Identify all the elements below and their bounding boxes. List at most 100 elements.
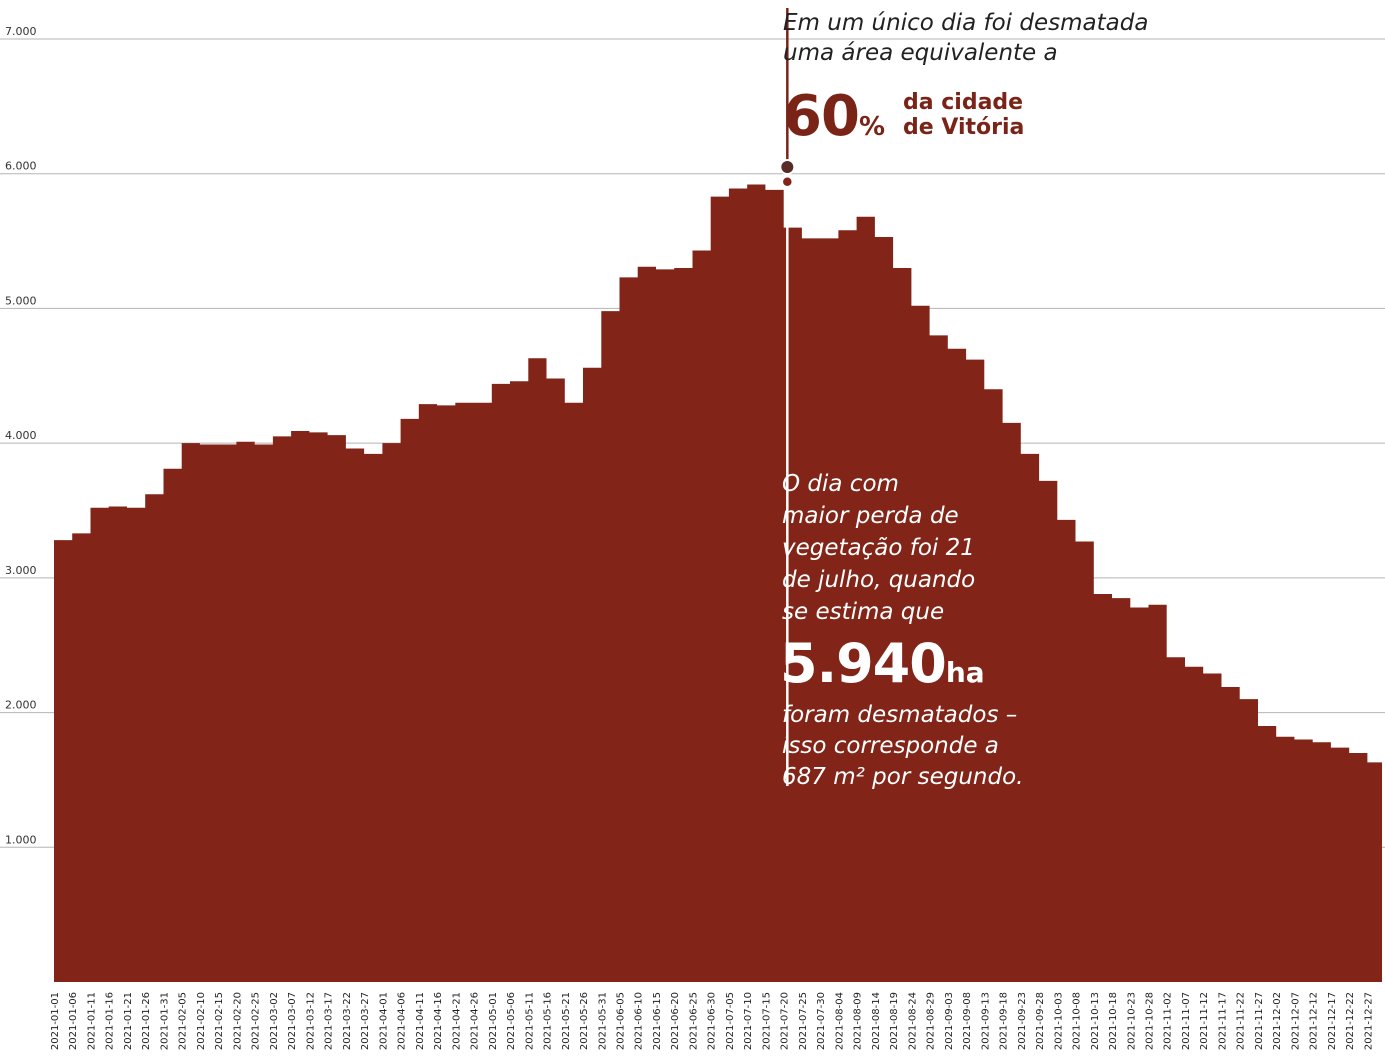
value-unit: ha (945, 656, 985, 689)
x-tick-label: 2021-05-21 (561, 992, 572, 1050)
x-tick-label: 2021-02-25 (251, 992, 262, 1050)
area-fill (54, 184, 1382, 982)
peak-marker (780, 175, 795, 189)
x-tick-label: 2021-02-20 (232, 992, 243, 1050)
x-tick-label: 2021-10-03 (1053, 992, 1064, 1050)
x-tick-label: 2021-04-11 (415, 992, 426, 1050)
x-tick-label: 2021-05-16 (543, 992, 554, 1050)
y-axis-ticks: 1.000 2.000 3.000 4.000 5.000 6.000 7.000 (5, 25, 37, 846)
x-tick-label: 2021-11-27 (1254, 992, 1265, 1050)
top-annotation-line-1: Em um único dia foi desmatada (783, 10, 1149, 36)
x-tick-label: 2021-04-01 (378, 992, 389, 1050)
leader-dot (779, 159, 796, 175)
x-tick-label: 2021-06-30 (707, 992, 718, 1050)
x-tick-label: 2021-09-03 (944, 992, 955, 1050)
x-tick-label: 2021-08-29 (926, 992, 937, 1050)
middle-annotation-line: se estima que (782, 599, 945, 625)
percent-sign: % (858, 112, 885, 142)
x-tick-label: 2021-01-26 (141, 992, 152, 1050)
middle-annotation: O dia com maior perda de vegetação foi 2… (782, 468, 1112, 628)
x-tick-label: 2021-01-21 (123, 992, 134, 1050)
x-tick-label: 2021-10-28 (1145, 992, 1156, 1050)
x-tick-label: 2021-10-08 (1072, 992, 1083, 1050)
x-tick-label: 2021-09-23 (1017, 992, 1028, 1050)
y-tick-label: 5.000 (5, 294, 37, 307)
x-tick-label: 2021-08-24 (907, 992, 918, 1050)
percent-highlight: 60% (783, 84, 885, 149)
x-tick-label: 2021-06-05 (616, 992, 627, 1050)
x-tick-label: 2021-05-11 (524, 992, 535, 1050)
x-tick-label: 2021-11-02 (1163, 992, 1174, 1050)
value-highlight: 5.940ha (780, 632, 985, 695)
y-tick-label: 7.000 (5, 25, 37, 38)
city-label-line-2: de Vitória (903, 115, 1025, 140)
x-tick-label: 2021-05-01 (488, 992, 499, 1050)
x-tick-label: 2021-10-23 (1126, 992, 1137, 1050)
x-tick-label: 2021-07-20 (780, 992, 791, 1050)
x-tick-label: 2021-09-28 (1035, 992, 1046, 1050)
x-tick-label: 2021-02-15 (214, 992, 225, 1050)
y-tick-label: 2.000 (5, 699, 37, 712)
middle-annotation-line: O dia com (782, 471, 899, 497)
x-tick-label: 2021-04-21 (451, 992, 462, 1050)
x-tick-label: 2021-12-12 (1309, 992, 1320, 1050)
x-tick-label: 2021-02-10 (196, 992, 207, 1050)
x-tick-label: 2021-08-14 (871, 992, 882, 1050)
x-tick-label: 2021-05-06 (506, 992, 517, 1050)
x-tick-label: 2021-02-05 (178, 992, 189, 1050)
y-tick-label: 6.000 (5, 160, 37, 173)
x-tick-label: 2021-04-16 (433, 992, 444, 1050)
x-tick-label: 2021-03-12 (305, 992, 316, 1050)
x-tick-label: 2021-03-07 (287, 992, 298, 1050)
x-tick-label: 2021-11-07 (1181, 992, 1192, 1050)
x-tick-label: 2021-06-15 (652, 992, 663, 1050)
y-tick-label: 3.000 (5, 564, 37, 577)
x-tick-label: 2021-07-30 (816, 992, 827, 1050)
middle-annotation-line: maior perda de (782, 503, 959, 529)
x-tick-label: 2021-12-22 (1345, 992, 1356, 1050)
x-tick-label: 2021-09-18 (999, 992, 1010, 1050)
x-tick-label: 2021-08-19 (889, 992, 900, 1050)
x-tick-label: 2021-06-10 (634, 992, 645, 1050)
x-tick-label: 2021-04-06 (397, 992, 408, 1050)
x-tick-label: 2021-01-06 (68, 992, 79, 1050)
x-tick-label: 2021-06-25 (689, 992, 700, 1050)
x-tick-label: 2021-03-02 (269, 992, 280, 1050)
x-tick-label: 2021-06-20 (670, 992, 681, 1050)
x-tick-label: 2021-11-17 (1218, 992, 1229, 1050)
x-tick-label: 2021-07-10 (743, 992, 754, 1050)
x-tick-label: 2021-08-09 (853, 992, 864, 1050)
x-tick-label: 2021-04-26 (470, 992, 481, 1050)
x-tick-label: 2021-10-13 (1090, 992, 1101, 1050)
y-tick-label: 1.000 (5, 833, 37, 846)
x-tick-label: 2021-05-26 (579, 992, 590, 1050)
x-tick-label: 2021-11-22 (1236, 992, 1247, 1050)
x-tick-label: 2021-07-25 (798, 992, 809, 1050)
x-tick-label: 2021-03-17 (324, 992, 335, 1050)
x-tick-label: 2021-09-13 (980, 992, 991, 1050)
x-tick-label: 2021-03-22 (342, 992, 353, 1050)
x-tick-label: 2021-12-02 (1272, 992, 1283, 1050)
x-tick-label: 2021-01-31 (160, 992, 171, 1050)
x-tick-label: 2021-10-18 (1108, 992, 1119, 1050)
area-series (54, 184, 1382, 982)
value-number: 5.940 (780, 632, 947, 695)
x-tick-label: 2021-03-27 (360, 992, 371, 1050)
percent-number: 60 (783, 84, 860, 149)
x-tick-label: 2021-11-12 (1199, 992, 1210, 1050)
x-tick-label: 2021-12-07 (1290, 992, 1301, 1050)
x-tick-label: 2021-05-31 (597, 992, 608, 1050)
y-tick-label: 4.000 (5, 429, 37, 442)
x-tick-label: 2021-01-16 (105, 992, 116, 1050)
x-tick-label: 2021-07-15 (761, 992, 772, 1050)
bottom-annotation: foram desmatados – isso corresponde a 68… (782, 700, 1112, 793)
city-label: da cidade de Vitória (903, 90, 1024, 140)
x-tick-label: 2021-09-08 (962, 992, 973, 1050)
bottom-annotation-line: isso corresponde a (782, 733, 999, 759)
x-tick-label: 2021-08-04 (834, 992, 845, 1050)
x-tick-label: 2021-12-17 (1327, 992, 1338, 1050)
bottom-annotation-line: foram desmatados – (782, 702, 1018, 728)
middle-annotation-line: de julho, quando (782, 567, 976, 593)
x-tick-label: 2021-01-11 (87, 992, 98, 1050)
